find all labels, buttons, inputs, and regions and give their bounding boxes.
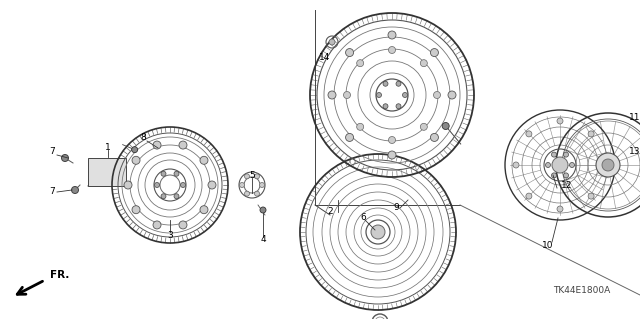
Circle shape <box>61 154 68 161</box>
Text: 4: 4 <box>260 235 266 244</box>
Circle shape <box>180 182 186 188</box>
Circle shape <box>388 151 396 159</box>
Circle shape <box>161 171 166 176</box>
Text: 7: 7 <box>49 147 55 157</box>
Text: 3: 3 <box>167 231 173 240</box>
Bar <box>88 158 126 186</box>
Text: 13: 13 <box>629 147 640 157</box>
Circle shape <box>420 123 428 130</box>
Circle shape <box>174 194 179 199</box>
Circle shape <box>596 153 620 177</box>
Circle shape <box>179 221 187 229</box>
Text: 9: 9 <box>393 204 399 212</box>
Polygon shape <box>88 182 131 186</box>
Circle shape <box>255 174 259 179</box>
Circle shape <box>239 182 244 188</box>
Circle shape <box>153 221 161 229</box>
Circle shape <box>545 162 550 167</box>
Circle shape <box>174 171 179 176</box>
Circle shape <box>154 182 159 188</box>
Circle shape <box>371 225 385 239</box>
Circle shape <box>526 131 532 137</box>
Circle shape <box>383 81 388 86</box>
Circle shape <box>526 193 532 199</box>
Circle shape <box>161 194 166 199</box>
Circle shape <box>588 131 594 137</box>
Circle shape <box>200 206 208 214</box>
Circle shape <box>260 207 266 213</box>
Text: 14: 14 <box>319 54 331 63</box>
Circle shape <box>132 156 140 164</box>
Circle shape <box>244 191 250 196</box>
Circle shape <box>132 147 138 153</box>
Circle shape <box>388 137 396 144</box>
Circle shape <box>132 206 140 214</box>
Circle shape <box>570 162 575 167</box>
Circle shape <box>396 81 401 86</box>
Circle shape <box>72 187 79 194</box>
Circle shape <box>552 157 568 173</box>
Circle shape <box>563 173 568 178</box>
Circle shape <box>513 162 519 168</box>
Circle shape <box>420 60 428 67</box>
Circle shape <box>442 122 449 130</box>
Circle shape <box>433 92 440 99</box>
Text: 11: 11 <box>629 114 640 122</box>
Text: 8: 8 <box>140 133 146 143</box>
Circle shape <box>557 118 563 124</box>
Circle shape <box>396 104 401 109</box>
Text: 7: 7 <box>49 188 55 197</box>
Circle shape <box>431 48 438 56</box>
Circle shape <box>448 91 456 99</box>
Circle shape <box>563 152 568 157</box>
Circle shape <box>208 181 216 189</box>
Circle shape <box>328 91 336 99</box>
Circle shape <box>383 104 388 109</box>
Circle shape <box>259 182 264 188</box>
Text: FR.: FR. <box>50 270 69 280</box>
Circle shape <box>329 39 335 45</box>
Text: 5: 5 <box>249 170 255 180</box>
Circle shape <box>153 141 161 149</box>
Circle shape <box>376 93 381 98</box>
Circle shape <box>601 162 607 168</box>
Text: 6: 6 <box>360 213 366 222</box>
Circle shape <box>356 60 364 67</box>
Text: 10: 10 <box>542 241 554 249</box>
Circle shape <box>179 141 187 149</box>
Circle shape <box>244 174 250 179</box>
Text: 1: 1 <box>105 144 111 152</box>
Circle shape <box>431 133 438 141</box>
Circle shape <box>552 173 557 178</box>
Circle shape <box>388 47 396 54</box>
Circle shape <box>200 156 208 164</box>
Circle shape <box>346 48 353 56</box>
Circle shape <box>346 133 353 141</box>
Circle shape <box>356 123 364 130</box>
Circle shape <box>552 152 557 157</box>
Circle shape <box>255 191 259 196</box>
Text: 12: 12 <box>561 181 573 189</box>
Circle shape <box>124 181 132 189</box>
Circle shape <box>344 92 351 99</box>
Circle shape <box>557 206 563 212</box>
Text: TK44E1800A: TK44E1800A <box>553 286 610 295</box>
Circle shape <box>388 31 396 39</box>
Text: 2: 2 <box>327 207 333 217</box>
Circle shape <box>602 159 614 171</box>
Circle shape <box>588 193 594 199</box>
Circle shape <box>403 93 408 98</box>
